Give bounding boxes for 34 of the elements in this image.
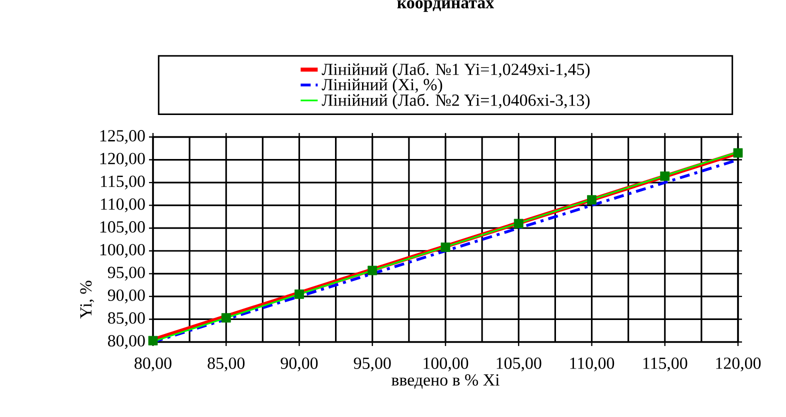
point: [294, 289, 304, 299]
y-tick-label: 105,00: [100, 221, 145, 236]
y-tick-label: 100,00: [100, 244, 145, 258]
x-tick-label: 85,00: [208, 358, 245, 372]
point: [221, 313, 231, 323]
y-tick-label: 80,00: [108, 335, 145, 349]
y-axis-title: Yi, %: [80, 280, 94, 319]
point: [368, 266, 378, 276]
x-tick-label: 115,00: [643, 358, 688, 372]
y-tick-label: 120,00: [100, 152, 145, 167]
y-tick-label: 95,00: [108, 266, 145, 281]
chart-title: координатах: [397, 0, 494, 12]
x-tick-label: 110,00: [570, 358, 614, 372]
y-tick-label: 85,00: [108, 312, 145, 326]
x-tick-label: 95,00: [354, 358, 391, 372]
y-tick-label: 115,00: [101, 176, 145, 190]
x-tick-label: 90,00: [280, 358, 318, 372]
point: [148, 336, 158, 346]
y-tick-label: 110,00: [101, 198, 145, 212]
point: [733, 148, 743, 158]
x-axis-title: введено в % Xi: [392, 374, 500, 389]
y-tick-label: 125,00: [100, 130, 145, 144]
x-tick-label: 100,00: [424, 358, 468, 372]
x-tick-label: 120,00: [716, 358, 761, 372]
point: [440, 242, 450, 252]
x-tick-label: 80,00: [134, 358, 172, 372]
x-tick-label: 105,00: [496, 358, 542, 372]
point: [514, 218, 524, 228]
legend-label: Лінійний (Лаб. №2 Yi=1,0406xi-3,13): [322, 94, 590, 110]
legend-label: Лінійний (Лаб. №1 Yi=1,0249xi-1,45): [322, 62, 590, 79]
legend-label: Лінійний (Xi, %): [322, 78, 442, 94]
point: [660, 171, 670, 181]
y-tick-label: 90,00: [108, 290, 145, 304]
point: [587, 195, 596, 205]
